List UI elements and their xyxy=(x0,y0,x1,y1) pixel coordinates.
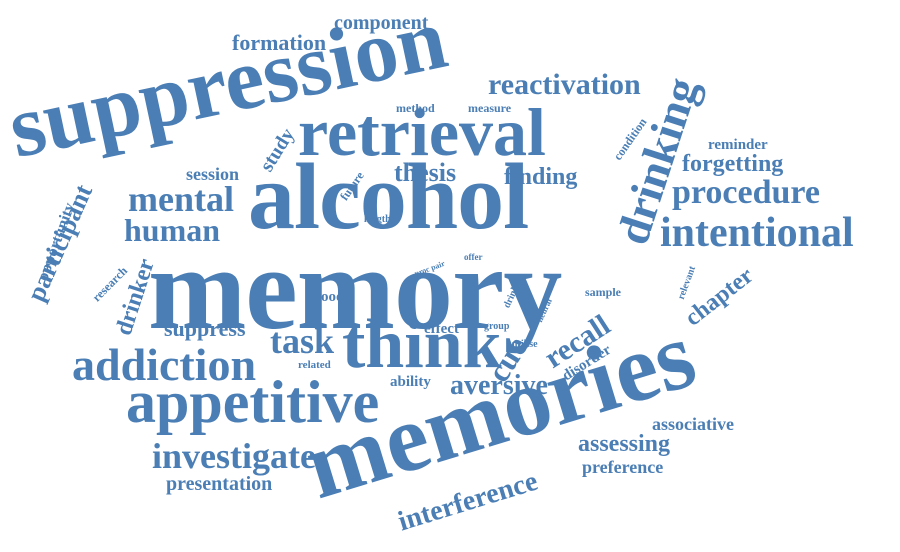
word-mental: mental xyxy=(128,179,234,219)
word-alcohol: alcohol xyxy=(248,145,529,249)
word-session: session xyxy=(186,164,240,184)
word-retrieval: retrieval xyxy=(298,94,546,170)
word-sample: sample xyxy=(585,285,621,299)
word-food: food xyxy=(316,289,345,305)
word-method: method xyxy=(396,101,435,115)
word-think: think xyxy=(342,306,502,383)
word-finding: finding xyxy=(504,164,578,190)
word-memory: memory xyxy=(148,223,562,354)
word-associative: associative xyxy=(652,414,734,434)
word-suppress: suppress xyxy=(164,316,246,341)
word-task: task xyxy=(270,321,335,361)
word-investigate: investigate xyxy=(152,436,316,476)
word-forgetting: forgetting xyxy=(682,151,784,177)
word-effect: effect xyxy=(424,321,459,337)
word-preference: preference xyxy=(582,457,664,477)
word-aversive: aversive xyxy=(450,370,548,401)
word-related: related xyxy=(298,359,331,371)
word-group: group xyxy=(484,321,510,332)
word-utilise: utilise xyxy=(512,339,538,350)
word-addiction: addiction xyxy=(72,339,257,390)
word-thesis: thesis xyxy=(394,158,457,187)
word-procedure: procedure xyxy=(672,174,820,211)
word-appetitive: appetitive xyxy=(126,369,380,435)
word-measure: measure xyxy=(468,101,512,115)
word-human: human xyxy=(124,212,221,248)
word-length: length xyxy=(364,214,391,225)
word-component: component xyxy=(334,12,429,34)
word-intentional: intentional xyxy=(660,210,854,256)
word-ability: ability xyxy=(390,374,431,390)
word-offer: offer xyxy=(464,252,483,262)
word-reminder: reminder xyxy=(708,137,768,153)
word-formation: formation xyxy=(232,30,327,55)
word-assessing: assessing xyxy=(578,431,671,457)
word-reactivation: reactivation xyxy=(488,68,641,101)
word-relevant: relevant xyxy=(675,264,699,302)
word-presentation: presentation xyxy=(166,473,273,495)
